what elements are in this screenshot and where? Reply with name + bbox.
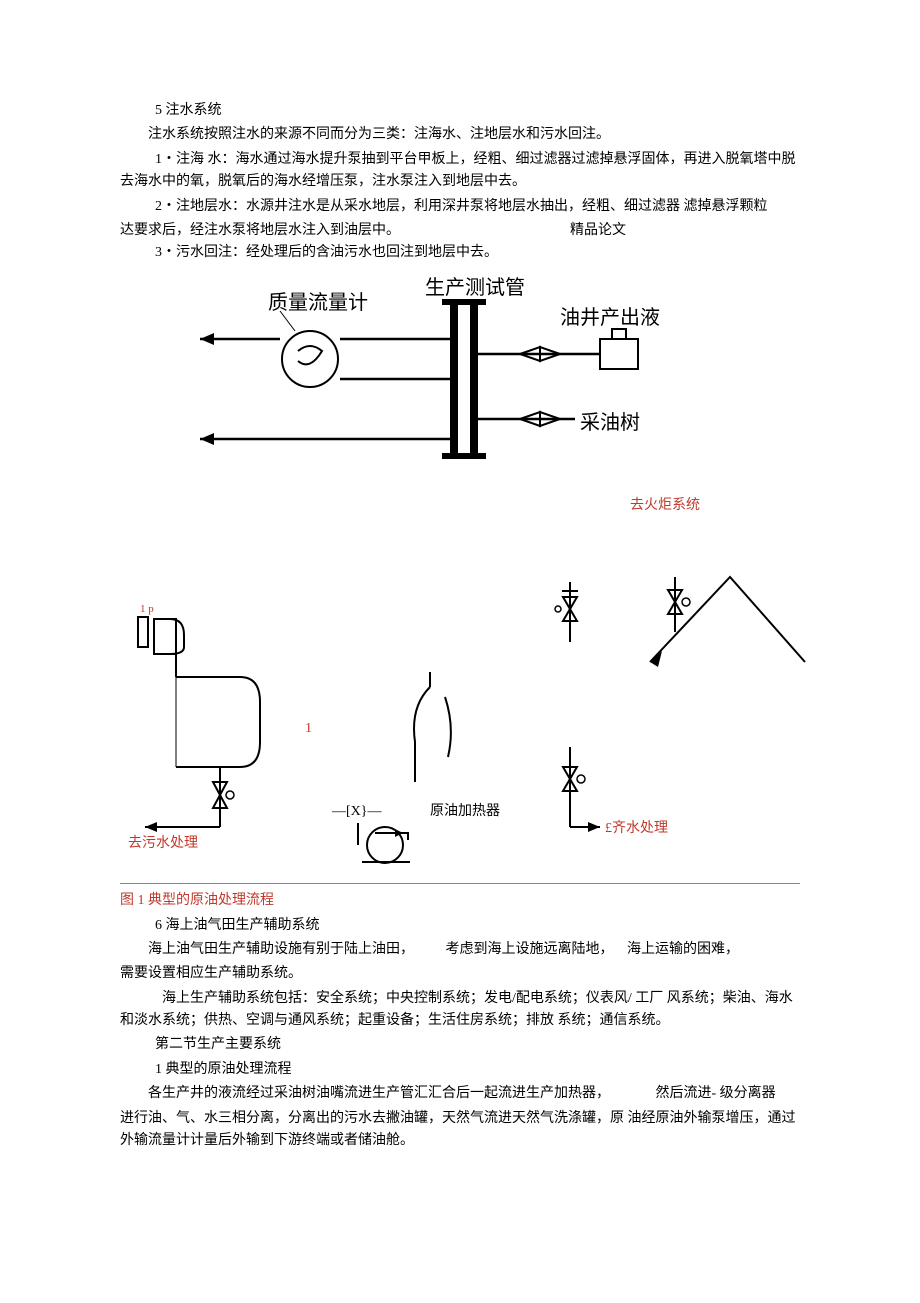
section-6-title: 6 海上油气田生产辅助系统	[120, 915, 800, 937]
figure-divider	[120, 883, 800, 884]
label-wellfluid: 油井产出液	[560, 306, 660, 329]
s5-p2-l2: 达要求后，经注水泵将地层水注入到油层中。 精品论文	[120, 220, 800, 242]
testpipe-bar-left	[450, 304, 458, 454]
s6-p1-line1: 海上油气田生产辅助设施有别于陆上油田， 考虑到海上设施远离陆地， 海上运输的困难…	[120, 939, 800, 961]
diagram1-flare-caption: 去火炬系统	[120, 495, 700, 517]
col3-arrow	[588, 822, 600, 832]
diagram-1-svg: 质量流量计 生产测试管 油井产出液 采油树	[180, 269, 700, 489]
valve-col2-knob	[682, 598, 690, 606]
s6-p1c: 海上运输的困难，	[627, 942, 739, 957]
diagram-2: 1 p 1 去污水处理 —[X}— 原油加热器	[110, 547, 810, 877]
flowmeter-swirl	[298, 346, 322, 364]
s5-intro: 注水系统按照注水的来源不同而分为三类：注海水、注地层水和污水回注。	[120, 124, 800, 146]
section-1b-title: 1 典型的原油处理流程	[120, 1059, 800, 1081]
s5-p2-l1: 2・注地层水：水源井注水是从采水地层，利用深井泵将地层水抽出，经粗、细过滤器 滤…	[120, 196, 800, 218]
s1b-p1a: 各生产井的液流经过采油树油嘴流进生产管汇汇合后一起流进生产加热器，	[148, 1086, 610, 1101]
section-5-title: 5 注水系统	[120, 100, 800, 122]
label-tree: 采油树	[580, 411, 640, 434]
heater-x: —[X}—	[331, 804, 382, 819]
diagram-1: 质量流量计 生产测试管 油井产出液 采油树	[180, 269, 700, 489]
s1b-p1-line2: 进行油、气、水三相分离，分离出的污水去撇油罐，天然气流进天然气洗涤罐，原 油经原…	[120, 1108, 800, 1153]
figure-1-caption: 图 1 典型的原油处理流程	[120, 890, 800, 912]
tank-small-1	[138, 617, 148, 647]
valve-col1-knob	[555, 606, 561, 612]
pump-outlet	[375, 833, 408, 840]
label-1p: 1 p	[140, 603, 154, 615]
s5-p3: 3・污水回注：经处理后的含油污水也回注到地层中去。	[120, 242, 800, 264]
flowmeter-icon	[282, 331, 338, 387]
s5-p2-l2-left: 达要求后，经注水泵将地层水注入到油层中。	[120, 220, 400, 242]
arrow-bottom	[200, 433, 214, 445]
s5-p1: 1・注海 水：海水通过海水提升泵抽到平台甲板上，经粗、细过滤器过滤掉悬浮固体，再…	[120, 149, 800, 194]
diagram-2-svg: 1 p 1 去污水处理 —[X}— 原油加热器	[110, 547, 810, 877]
label-towater1: 去污水处理	[128, 835, 198, 851]
flowmeter-leader	[280, 311, 295, 331]
s1b-p1b: 然后流进- 级分离器	[656, 1086, 776, 1101]
s6-p2: 海上生产辅助系统包括：安全系统；中央控制系统；发电/配电系统；仪表风/ 工厂 风…	[120, 988, 800, 1033]
testpipe-cap-bottom	[442, 453, 486, 459]
label-one: 1	[305, 721, 312, 736]
wellfluid-box	[600, 339, 638, 369]
drain-arrow	[145, 822, 157, 832]
tank-small-2	[154, 619, 176, 654]
label-testpipe: 生产测试管	[425, 276, 525, 299]
s6-p1b: 考虑到海上设施远离陆地，	[446, 942, 614, 957]
s1b-p1-line1: 各生产井的液流经过采油树油嘴流进生产管汇汇合后一起流进生产加热器， 然后流进- …	[120, 1083, 800, 1105]
valve-drain-knob	[226, 791, 234, 799]
label-flowmeter: 质量流量计	[268, 291, 368, 314]
label-heater: 原油加热器	[430, 803, 500, 819]
big-vessel	[176, 677, 260, 767]
section-2-main-title: 第二节生产主要系统	[120, 1034, 800, 1056]
pump-arrow	[395, 829, 403, 837]
label-towater2: £齐水处理	[605, 820, 668, 836]
testpipe-bar-right	[470, 304, 478, 454]
wellfluid-box-top	[612, 329, 626, 339]
mid-separator	[414, 687, 451, 782]
s6-p1a: 海上油气田生产辅助设施有别于陆上油田，	[148, 942, 414, 957]
refined-paper-mark: 精品论文	[570, 220, 626, 242]
arrow-top	[200, 333, 214, 345]
s6-p1-line2: 需要设置相应生产辅助系统。	[120, 963, 800, 985]
testpipe-cap-top	[442, 299, 486, 305]
valve-col3-knob	[577, 775, 585, 783]
